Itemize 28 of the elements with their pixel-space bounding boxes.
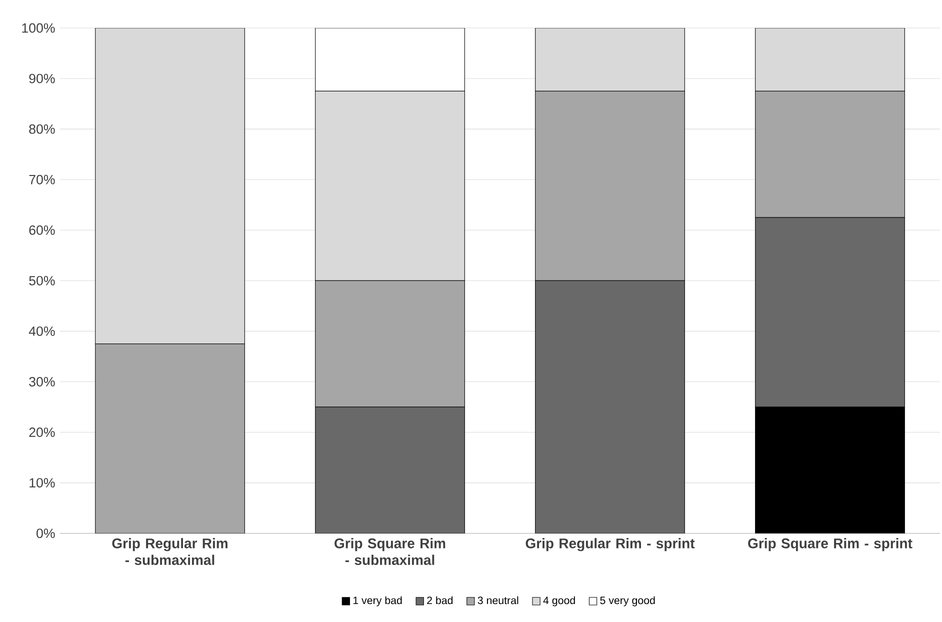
y-tick-label: 30%: [29, 377, 55, 386]
y-tick-label: 100%: [22, 23, 55, 33]
legend-label: 5 very good: [600, 596, 655, 606]
y-tick-label: 20%: [29, 428, 55, 437]
y-tick-label: 10%: [30, 478, 55, 488]
legend-label: 2 bad: [427, 596, 453, 604]
bar: [535, 280, 685, 534]
x-tick-label: Grip Regular Rim - sprint: [526, 538, 695, 552]
x-tick-label: Grip Square Rim - submaximal: [334, 538, 446, 566]
y-tick-label: 80%: [29, 124, 55, 134]
bar: [315, 406, 465, 534]
y-tick-label: 60%: [29, 225, 55, 235]
y-tick-label: 50%: [29, 276, 55, 286]
y-tick-label: 90%: [29, 74, 55, 84]
bar: [315, 90, 465, 281]
legend-label: 3 neutral: [478, 596, 518, 604]
bar: [95, 344, 245, 534]
x-tick-label: Grip Regular Rim - submaximal: [112, 538, 228, 566]
y-tick-label: 0%: [36, 528, 55, 538]
bar: [315, 280, 465, 408]
bar: [755, 217, 905, 408]
legend-label: 1 very bad: [353, 596, 402, 606]
y-tick-label: 70%: [29, 174, 55, 184]
y-tick-label: 40%: [28, 326, 55, 336]
x-tick-label: Grip Square Rim - sprint: [748, 538, 912, 552]
bar: [535, 90, 685, 281]
bar: [755, 90, 905, 218]
legend-label: 4 good: [543, 596, 575, 606]
